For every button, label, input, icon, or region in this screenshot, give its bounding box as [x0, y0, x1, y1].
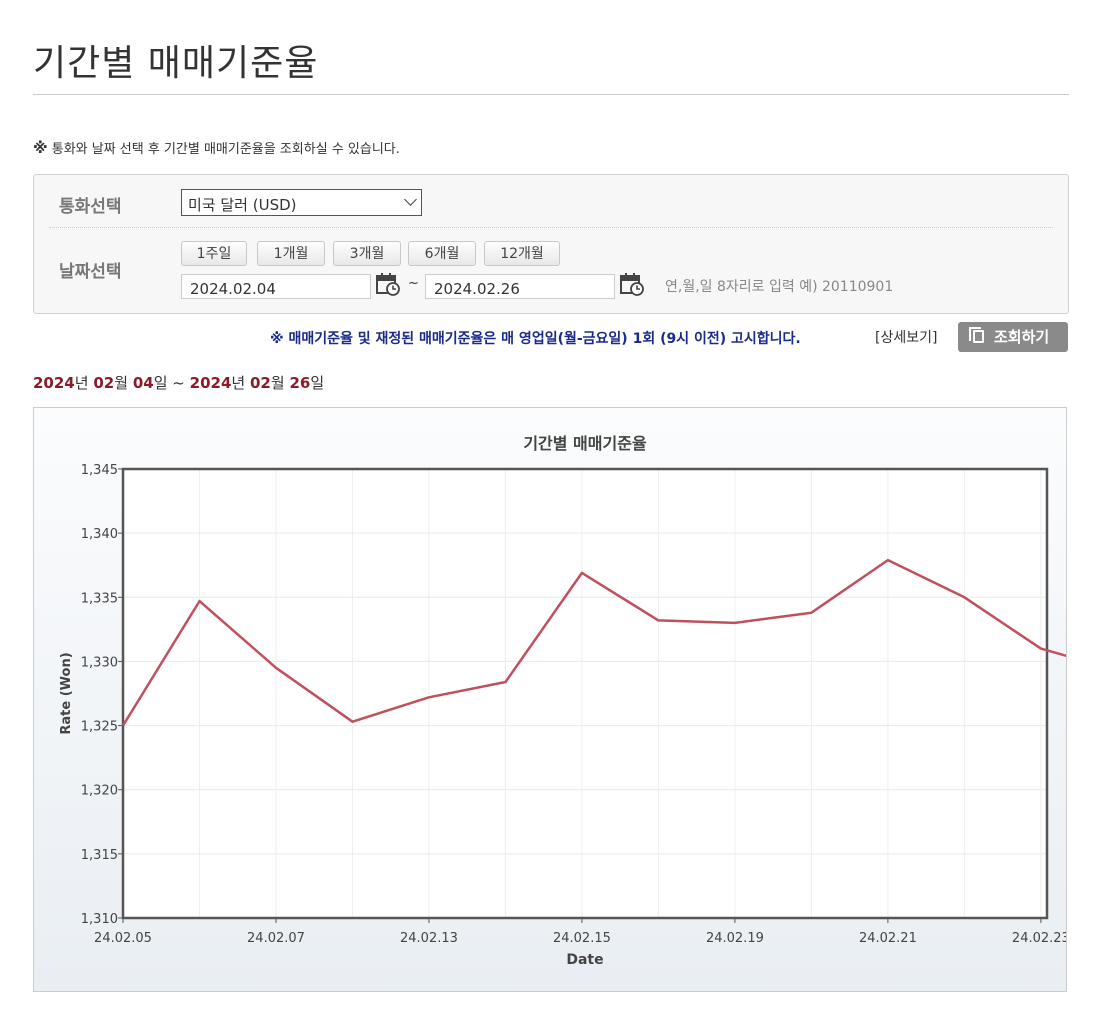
chevron-down-icon [404, 193, 417, 206]
y-tick-label: 1,320 [81, 784, 118, 799]
rate-line-chart: 1,310 1,315 1,320 1,325 1,330 1,335 1,340 1,345… [59, 434, 1066, 968]
currency-label: 통화선택 [59, 197, 122, 217]
announcement-text: ※ 매매기준율 및 재정된 매매기준율은 매 영업일(월-금요일) 1회 (9시… [270, 331, 801, 347]
x-tick-label: 24.02.07 [247, 931, 305, 946]
y-tick-label: 1,330 [81, 655, 118, 670]
y-tick-label: 1,325 [81, 720, 118, 735]
search-button[interactable]: 조회하기 [958, 322, 1068, 352]
plot-area [123, 469, 1047, 918]
x-axis-label: Date [566, 952, 603, 968]
notice-message: 통화와 날짜 선택 후 기간별 매매기준율을 조회하실 수 있습니다. [51, 142, 400, 157]
date-separator: ~ [408, 276, 419, 291]
search-panel: 통화선택 미국 달러 (USD) 날짜선택 1주일 1개월 3개월 6개월 12… [33, 174, 1069, 314]
period-1month-button[interactable]: 1개월 [257, 241, 325, 266]
x-tick-label: 24.02.19 [706, 931, 764, 946]
currency-select-value: 미국 달러 (USD) [188, 196, 297, 214]
document-icon [969, 327, 984, 343]
series-line [121, 558, 1066, 727]
chart-title: 기간별 매매기준율 [523, 434, 647, 453]
end-date-input[interactable]: 2024.02.26 [425, 274, 615, 299]
period-12month-button[interactable]: 12개월 [484, 241, 560, 266]
x-tick-label: 24.02.15 [553, 931, 611, 946]
detail-link[interactable]: [상세보기] [875, 330, 938, 346]
x-tick-label: 24.02.21 [859, 931, 917, 946]
chart-container: 1,310 1,315 1,320 1,325 1,330 1,335 1,340 1,345… [33, 407, 1067, 992]
y-axis-label: Rate (Won) [59, 652, 74, 734]
period-6month-button[interactable]: 6개월 [408, 241, 476, 266]
calendar-icon[interactable] [376, 272, 400, 296]
notice-mark: ※ [33, 139, 48, 157]
y-tick-label: 1,310 [81, 912, 118, 927]
search-button-label: 조회하기 [994, 328, 1050, 346]
notice-text: ※ 통화와 날짜 선택 후 기간별 매매기준율을 조회하실 수 있습니다. [33, 138, 400, 157]
y-tick-label: 1,335 [81, 591, 118, 606]
date-format-hint: 연,월,일 8자리로 입력 예) 20110901 [665, 279, 894, 295]
date-range-summary: 2024년 02월 04일 ~ 2024년 02월 26일 [33, 374, 325, 392]
title-divider [33, 94, 1069, 95]
row-divider [49, 227, 1053, 228]
x-tick-label: 24.02.13 [400, 931, 458, 946]
date-label: 날짜선택 [59, 262, 122, 282]
plot-border [121, 467, 1049, 920]
y-tick-label: 1,345 [81, 463, 118, 478]
currency-select[interactable]: 미국 달러 (USD) [181, 189, 422, 216]
y-tick-label: 1,340 [81, 527, 118, 542]
page-title: 기간별 매매기준율 [33, 43, 319, 84]
y-tick-label: 1,315 [81, 848, 118, 863]
x-tick-label: 24.02.05 [94, 931, 152, 946]
period-3month-button[interactable]: 3개월 [333, 241, 401, 266]
start-date-input[interactable]: 2024.02.04 [181, 274, 371, 299]
x-tick-label: 24.02.23 [1012, 931, 1066, 946]
period-1week-button[interactable]: 1주일 [181, 241, 247, 266]
calendar-icon[interactable] [620, 272, 644, 296]
